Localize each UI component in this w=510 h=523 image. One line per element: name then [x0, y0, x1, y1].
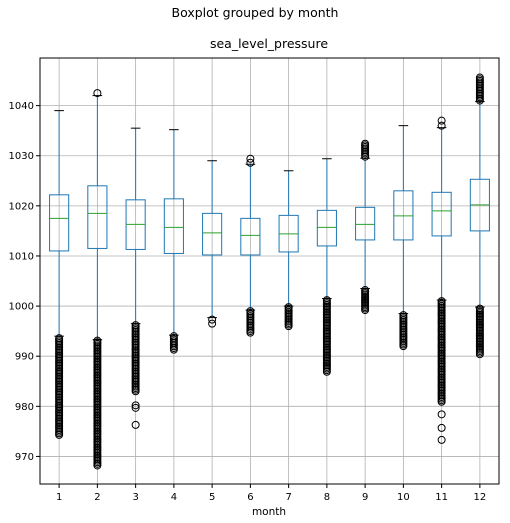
x-tick-label: 6	[247, 492, 253, 503]
y-tick-label: 1020	[9, 201, 34, 212]
fliers-high	[362, 140, 369, 160]
box-month-3	[126, 128, 145, 428]
x-tick-label: 10	[397, 492, 410, 503]
x-tick-label: 9	[362, 492, 368, 503]
plot-frame	[40, 58, 499, 484]
x-tick-label: 2	[94, 492, 100, 503]
x-tick-label: 5	[209, 492, 215, 503]
grid-lines	[40, 58, 499, 484]
fliers-low	[56, 335, 63, 439]
fliers-low	[476, 305, 483, 358]
box-series	[50, 74, 490, 469]
x-tick-label: 1	[56, 492, 62, 503]
x-tick-label: 4	[171, 492, 177, 503]
y-tick-label: 1040	[9, 101, 34, 112]
x-tick-label: 12	[474, 492, 487, 503]
y-tick-label: 1010	[9, 251, 34, 262]
x-tick-label: 11	[435, 492, 448, 503]
fliers-low	[438, 298, 445, 406]
x-tick-label: 7	[285, 492, 291, 503]
plot-title: sea_level_pressure	[210, 36, 328, 51]
y-tick-label: 990	[15, 352, 34, 363]
x-axis-label: month	[252, 506, 286, 518]
y-tick-label: 1000	[9, 302, 34, 313]
box-month-8	[317, 159, 336, 376]
fliers-low	[94, 337, 101, 469]
box-month-11	[432, 117, 451, 443]
box-month-2	[88, 90, 107, 469]
y-tick-label: 970	[15, 452, 34, 463]
fliers-high	[476, 74, 483, 104]
x-tick-label: 3	[132, 492, 138, 503]
x-tick-label: 8	[324, 492, 330, 503]
y-tick-label: 980	[15, 402, 34, 413]
box-month-1	[50, 111, 69, 439]
fliers-low	[170, 333, 177, 354]
figure-suptitle: Boxplot grouped by month	[172, 5, 339, 20]
fliers-low	[323, 297, 330, 376]
y-tick-label: 1030	[9, 151, 34, 162]
